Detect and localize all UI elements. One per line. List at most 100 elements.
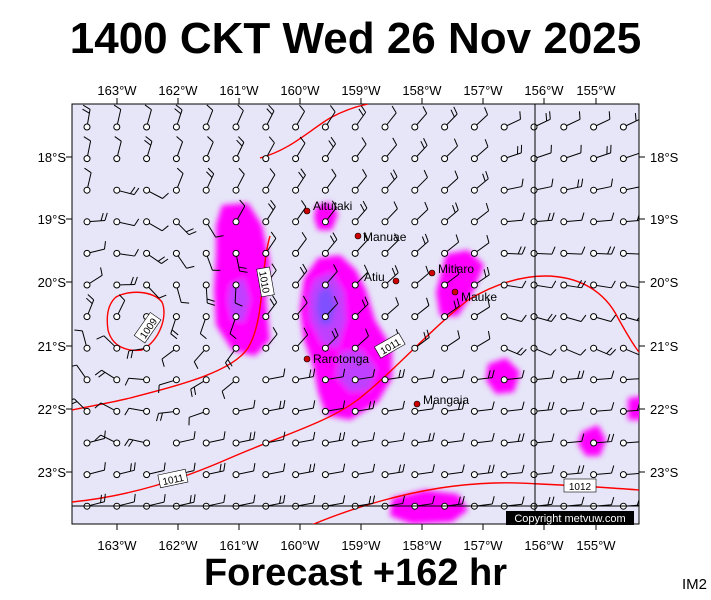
wind-barb xyxy=(441,170,459,194)
wind-barb xyxy=(232,167,245,194)
wind-barb xyxy=(83,136,92,163)
wind-barb xyxy=(292,104,305,131)
wind-barb xyxy=(262,168,276,194)
latitude-labels-left: 18°S 19°S 20°S 21°S 22°S 23°S xyxy=(38,150,67,480)
rain-area-far-east xyxy=(628,396,639,420)
wind-barb xyxy=(113,104,122,131)
wind-barb xyxy=(83,267,103,289)
wind-barb xyxy=(381,432,405,447)
copyright-box: Copyright metvuw.com xyxy=(506,511,634,525)
wind-barb xyxy=(619,281,639,289)
wind-barb xyxy=(500,111,521,131)
wind-barb xyxy=(470,266,490,289)
rain-area-south xyxy=(390,490,468,524)
wind-barb xyxy=(202,431,226,447)
wind-barb xyxy=(590,280,616,289)
wind-barb xyxy=(172,136,184,163)
wind-barb xyxy=(292,327,309,352)
longitude-labels-top: 163°W 162°W 161°W 160°W 159°W 158°W 157°… xyxy=(97,83,616,98)
wind-barb xyxy=(126,344,151,359)
wind-barb xyxy=(202,218,224,238)
wind-barb xyxy=(202,136,214,163)
forecast-hour-label: Forecast +162 hr xyxy=(203,552,508,594)
wind-barb xyxy=(82,104,91,131)
wind-barb xyxy=(441,234,460,257)
wind-barb xyxy=(262,136,275,163)
wind-barb xyxy=(113,136,122,163)
wind-barb xyxy=(560,465,585,479)
lon-label-top-156w: 156°W xyxy=(524,83,564,98)
wind-barb xyxy=(321,432,346,447)
wind-barb xyxy=(172,249,195,269)
wind-barb xyxy=(262,199,276,226)
wind-barb xyxy=(619,439,639,447)
wind-barb xyxy=(470,298,491,321)
isobar-1009 xyxy=(106,291,165,352)
wind-barb xyxy=(83,294,95,321)
wind-barb xyxy=(381,233,399,257)
wind-barb xyxy=(619,111,639,131)
lon-label-bottom-158w: 158°W xyxy=(402,538,442,553)
wind-barb xyxy=(232,399,256,415)
wind-barb xyxy=(351,296,369,321)
wind-barb xyxy=(232,281,243,307)
wind-barb xyxy=(292,168,306,194)
wind-barb xyxy=(470,171,489,194)
lon-label-top-159w: 159°W xyxy=(341,83,381,98)
wind-barb xyxy=(381,169,398,194)
wind-barb xyxy=(83,212,108,226)
wind-barb xyxy=(560,313,587,323)
isobar-label-1012: 1012 xyxy=(569,482,592,493)
wind-barb xyxy=(590,212,615,226)
wind-barb xyxy=(262,400,286,415)
wind-barb xyxy=(172,104,183,131)
lon-label-bottom-157w: 157°W xyxy=(463,538,503,553)
wind-barb xyxy=(83,167,92,194)
wind-barb xyxy=(83,241,106,257)
wind-barb xyxy=(500,344,527,356)
rain-area-mitiaro xyxy=(436,250,484,316)
wind-barb xyxy=(590,111,611,131)
wind-barb xyxy=(351,264,369,289)
wind-barb xyxy=(262,463,286,479)
lon-label-top-160w: 160°W xyxy=(280,83,320,98)
place-label-rarotonga: Rarotonga xyxy=(313,352,369,366)
wind-barb xyxy=(351,105,367,131)
place-label-mitiaro: Mitiaro xyxy=(438,262,474,276)
lat-label-left-18s: 18°S xyxy=(38,150,67,165)
wind-barb xyxy=(351,432,376,447)
wind-barb xyxy=(72,398,91,415)
wind-barb xyxy=(232,431,256,447)
wind-barb xyxy=(650,314,675,322)
wind-barb xyxy=(321,327,339,352)
wind-barb xyxy=(351,400,376,415)
latitude-labels-right: 18°S 19°S 20°S 21°S 22°S 23°S xyxy=(650,150,679,480)
wind-barb xyxy=(650,434,673,446)
lat-label-left-22s: 22°S xyxy=(38,402,67,417)
wind-barb xyxy=(262,327,278,352)
wind-barb xyxy=(470,330,491,352)
wind-barb xyxy=(83,430,106,447)
wind-barb xyxy=(321,200,337,226)
wind-barb xyxy=(560,178,584,194)
wind-barb xyxy=(560,111,581,131)
wind-barb xyxy=(381,463,405,479)
wind-barb xyxy=(619,344,639,356)
wind-barb xyxy=(411,169,428,194)
wind-barb xyxy=(113,462,136,479)
wind-barb xyxy=(74,329,91,352)
wind-barb xyxy=(113,248,139,257)
place-marker-mangaia xyxy=(413,400,421,408)
wind-barb xyxy=(172,218,197,236)
wind-barb xyxy=(94,402,121,415)
wind-barb xyxy=(560,144,582,163)
wind-barb xyxy=(381,369,405,384)
wind-barb xyxy=(83,462,106,479)
wind-barb xyxy=(411,432,435,447)
lon-label-top-155w: 155°W xyxy=(576,83,616,98)
wind-barb xyxy=(381,265,399,289)
copyright-text: Copyright metvuw.com xyxy=(514,513,625,525)
wind-barb xyxy=(232,199,246,226)
wind-barb xyxy=(321,232,338,257)
wind-barb xyxy=(590,144,612,163)
